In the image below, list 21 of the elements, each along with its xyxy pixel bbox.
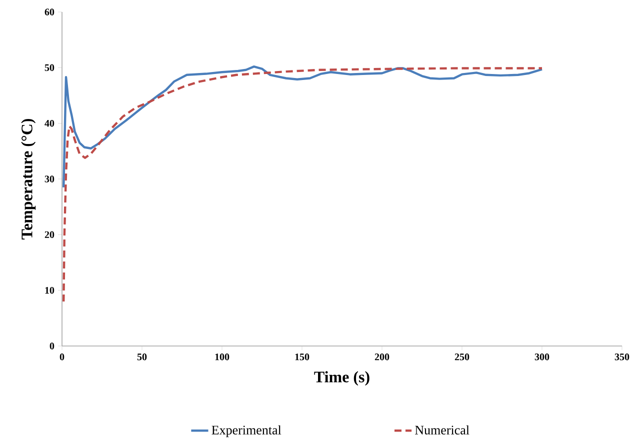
x-tick-label: 200: [374, 354, 390, 360]
line-series: [62, 65, 544, 188]
y-tick-label: 20: [44, 231, 54, 238]
y-tick-label: 10: [45, 286, 54, 294]
x-tick-label: 150: [295, 354, 310, 360]
line-series: [62, 67, 544, 303]
x-tick-label: 300: [534, 354, 550, 360]
x-tick-label: 250: [454, 354, 470, 360]
legend-label: Numerical: [415, 425, 470, 434]
x-axis-title: Time (s): [314, 371, 370, 386]
x-tick-label: 0: [60, 354, 64, 360]
y-tick-label: 60: [44, 8, 54, 16]
y-axis-title: Temperature (°C): [21, 118, 36, 240]
y-tick-label: 40: [44, 120, 54, 127]
x-tick-label: 50: [137, 354, 147, 360]
x-tick-label: 350: [614, 354, 630, 360]
y-tick-label: 30: [44, 176, 54, 182]
y-tick-label: 50: [44, 64, 54, 72]
legend-label: Experimental: [212, 425, 282, 438]
y-tick-label: 0: [50, 342, 54, 350]
x-tick-label: 100: [215, 354, 230, 360]
